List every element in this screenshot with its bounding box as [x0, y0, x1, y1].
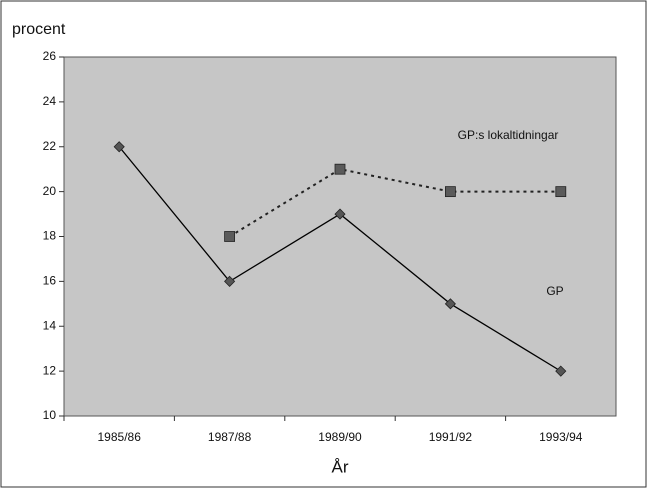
marker — [334, 208, 346, 220]
series-line — [229, 168, 561, 238]
series-label: GP — [546, 284, 563, 298]
y-tick-label: 10 — [43, 408, 57, 422]
marker — [555, 186, 567, 198]
marker — [224, 231, 236, 242]
x-tick-label: 1987/88 — [208, 430, 252, 444]
y-tick-label: 14 — [43, 318, 57, 332]
y-tick-label: 24 — [43, 94, 57, 108]
marker — [113, 141, 125, 153]
y-tick-label: 12 — [43, 363, 57, 377]
y-tick-label: 26 — [43, 49, 57, 63]
y-tick-label: 20 — [43, 184, 57, 198]
plot-area — [63, 56, 617, 417]
x-tick-label: 1989/90 — [318, 430, 362, 444]
x-axis-label: År — [332, 457, 349, 476]
x-tick-label: 1993/94 — [539, 430, 583, 444]
x-tick-label: 1991/92 — [429, 430, 473, 444]
y-axis-label: procent — [12, 21, 66, 38]
marker — [334, 163, 346, 175]
marker — [555, 365, 567, 377]
y-tick-label: 16 — [43, 274, 57, 288]
marker — [444, 298, 456, 310]
series-label: GP:s lokaltidningar — [458, 128, 559, 142]
x-tick-label: 1985/86 — [98, 430, 142, 444]
marker — [224, 275, 236, 287]
marker — [444, 186, 456, 198]
y-tick-label: 18 — [43, 229, 57, 243]
y-tick-label: 22 — [43, 139, 57, 153]
